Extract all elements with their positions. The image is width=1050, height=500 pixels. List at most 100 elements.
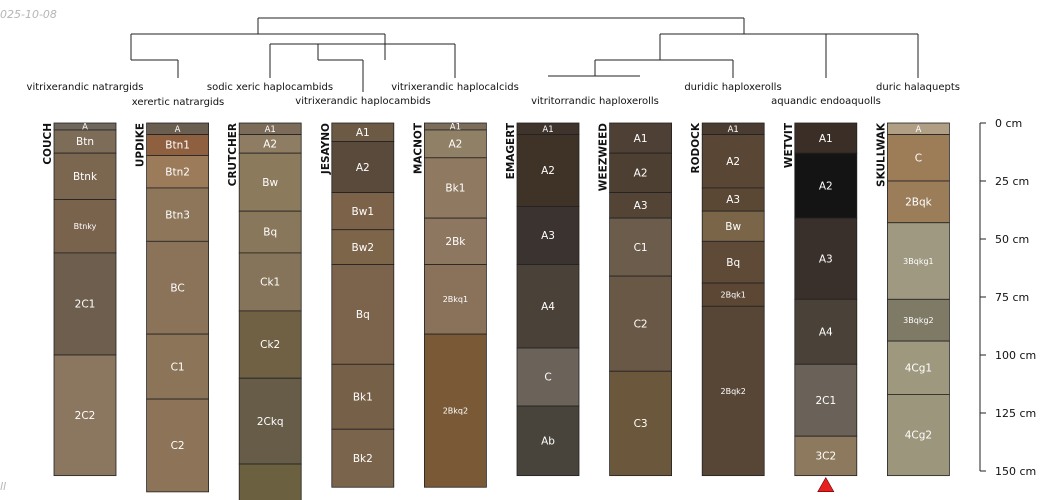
horizon xyxy=(146,240,210,335)
horizon xyxy=(794,122,858,154)
dendrogram xyxy=(130,17,919,92)
horizon-label: 4Cg1 xyxy=(905,362,932,374)
taxa-labels: vitrixerandic natrargids xerertic natrarg… xyxy=(27,82,960,108)
depth-axis: 0 cm 25 cm 50 cm 75 cm 100 cm 125 cm 150 cm xyxy=(979,117,1036,478)
profile-name: WEEZWEED xyxy=(598,123,610,191)
horizon xyxy=(53,252,117,356)
horizon-label: 2Bqk2 xyxy=(721,387,746,396)
horizon-label: A1 xyxy=(450,122,461,132)
horizon xyxy=(516,405,580,477)
horizon xyxy=(331,229,395,265)
horizon xyxy=(238,377,302,465)
profile-updike: A Btn1 Btn2 Btn3 BC C1 C2 UPDIKE xyxy=(135,122,210,493)
horizon xyxy=(516,206,580,265)
axis-tick-label: 75 cm xyxy=(995,291,1029,304)
horizon-label: A3 xyxy=(819,253,833,265)
profile-rodock: A1 A2 A3 Bw Bq 2Bqk1 2Bqk2 RODOCK xyxy=(690,122,765,477)
horizon-label: 2C1 xyxy=(75,299,96,311)
corner-mark: ll xyxy=(0,480,7,493)
horizon-label: Bk2 xyxy=(353,453,373,465)
horizon-label: 2Bkq1 xyxy=(443,295,468,304)
horizon xyxy=(146,398,210,493)
horizon-label: A xyxy=(175,125,181,135)
horizon-label: 4Cg2 xyxy=(905,430,932,442)
horizon-label: Bk1 xyxy=(353,391,373,403)
horizon-label: A2 xyxy=(356,162,370,174)
horizon xyxy=(146,187,210,242)
horizon xyxy=(238,152,302,212)
horizon xyxy=(238,210,302,254)
taxon-label: sodic xeric haplocambids xyxy=(207,82,333,93)
profiles: A Btn Btnk Btnky 2C1 2C2 COUCH A Btn1 Btn2 Btn3 BC C… xyxy=(42,122,950,500)
horizon-label: A2 xyxy=(819,180,833,192)
profile-crutcher: A1 A2 Bw Bq Ck1 Ck2 2Ckq CRUTCHER xyxy=(227,122,302,500)
horizon-label: Btn xyxy=(76,136,94,148)
horizon xyxy=(887,298,950,342)
horizon-label: C1 xyxy=(171,361,185,373)
horizon-label: C2 xyxy=(634,318,648,330)
profile-name: COUCH xyxy=(42,123,54,165)
profile-name: UPDIKE xyxy=(135,123,147,167)
horizon-label: A1 xyxy=(356,127,370,139)
horizon-label: C xyxy=(915,152,922,164)
horizon xyxy=(887,394,950,477)
horizon xyxy=(423,333,487,488)
horizon xyxy=(423,129,487,159)
horizon-label: A1 xyxy=(634,133,648,145)
horizon xyxy=(146,155,210,189)
horizon-label: 3Bqkg1 xyxy=(903,257,933,266)
horizon-label: A2 xyxy=(448,139,462,151)
horizon-label: A3 xyxy=(541,230,555,242)
horizon-label: Btn1 xyxy=(165,140,190,152)
horizon-label: Btn2 xyxy=(165,166,190,178)
horizon xyxy=(53,354,117,477)
profile-name: EMAGERT xyxy=(505,122,517,179)
profile-emagert: A1 A2 A3 A4 C Ab EMAGERT xyxy=(505,122,580,477)
horizon-label: Ck2 xyxy=(260,339,280,351)
profile-name: SKULLWAK xyxy=(875,122,887,187)
horizon-label: Btn3 xyxy=(165,209,190,221)
taxon-label: xerertic natrargids xyxy=(132,97,225,108)
horizon-label: 2C2 xyxy=(75,410,96,422)
horizon-label: 3Bqkg2 xyxy=(903,316,933,325)
horizon-label: C1 xyxy=(634,242,648,254)
horizon-label: C3 xyxy=(634,418,648,430)
horizon xyxy=(609,370,672,477)
horizon xyxy=(609,275,672,372)
horizon xyxy=(887,340,950,395)
horizon-label: A1 xyxy=(728,125,739,135)
horizon xyxy=(887,134,950,182)
horizon xyxy=(238,463,302,500)
horizon xyxy=(701,305,765,477)
horizon xyxy=(53,152,117,200)
profile-couch: A Btn Btnk Btnky 2C1 2C2 COUCH xyxy=(42,122,117,477)
horizon-label: A xyxy=(915,125,921,135)
horizon-label: A4 xyxy=(819,326,833,338)
horizon-label: Bk1 xyxy=(445,183,465,195)
profile-weezweed: A1 A2 A3 C1 C2 C3 WEEZWEED xyxy=(598,122,672,477)
horizon-label: 2Ckq xyxy=(257,416,284,428)
horizon-label: A1 xyxy=(265,125,276,135)
taxon-label: aquandic endoaquolls xyxy=(771,96,881,107)
profile-macnot: A1 A2 Bk1 2Bk 2Bkq1 2Bkq2 MACNOT xyxy=(412,122,487,488)
horizon-label: Btnk xyxy=(73,171,98,183)
taxon-label: vitrixerandic haplocambids xyxy=(295,96,430,107)
horizon-label: 2Bkq2 xyxy=(443,406,468,415)
taxon-label: duric halaquepts xyxy=(876,82,960,93)
horizon-label: C xyxy=(544,372,551,384)
horizon-label: 2C1 xyxy=(815,395,836,407)
axis-tick-label: 25 cm xyxy=(995,175,1029,188)
horizon-label: Ck1 xyxy=(260,277,280,289)
horizon xyxy=(331,428,395,488)
horizon-label: Bq xyxy=(726,257,740,269)
axis-tick-label: 100 cm xyxy=(995,349,1036,362)
horizon xyxy=(238,310,302,379)
depth-marker xyxy=(817,477,835,492)
horizon xyxy=(794,435,858,477)
horizon xyxy=(701,134,765,189)
horizon-label: Bw xyxy=(725,221,741,233)
horizon-label: A1 xyxy=(819,133,833,145)
profile-jesayno: A1 A2 Bw1 Bw2 Bq Bk1 Bk2 JESAYNO xyxy=(320,122,395,488)
horizon-label: A2 xyxy=(634,168,648,180)
